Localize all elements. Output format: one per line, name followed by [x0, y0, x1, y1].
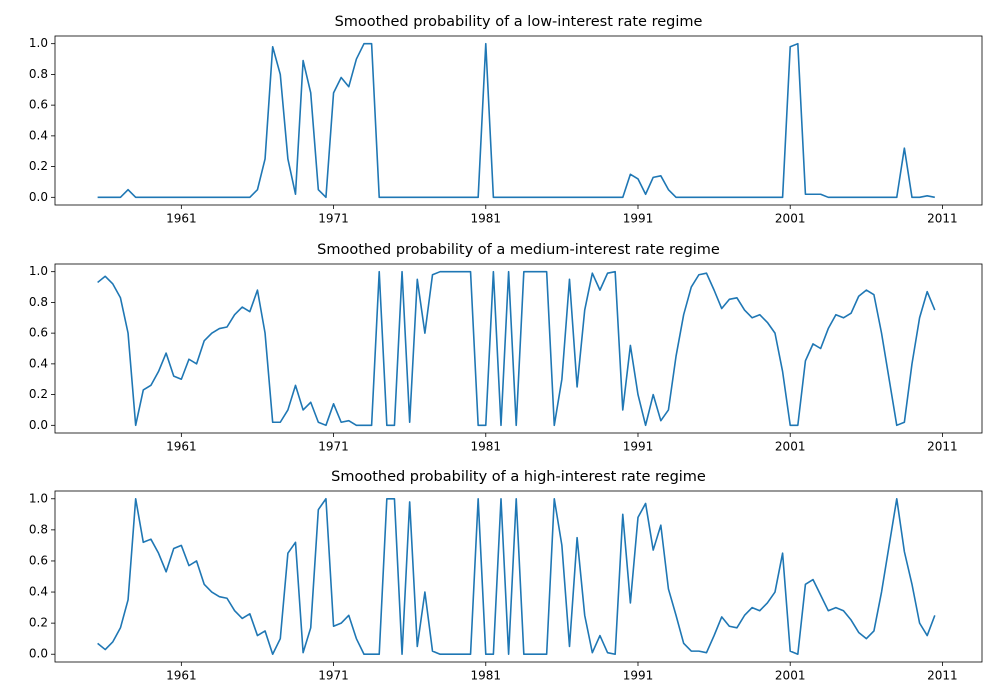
y-tick-label: 1.0 [29, 36, 48, 50]
x-tick-label: 1971 [318, 212, 349, 226]
y-tick-label: 0.0 [29, 190, 48, 204]
x-tick-label: 1971 [318, 440, 349, 454]
chart-title: Smoothed probability of a high-interest … [331, 469, 706, 485]
y-tick-label: 0.6 [29, 326, 48, 340]
data-line [97, 42, 935, 199]
y-tick-label: 0.8 [29, 295, 48, 309]
x-tick-label: 2011 [927, 212, 958, 226]
x-tick-label: 1971 [318, 669, 349, 683]
y-tick-label: 0.4 [29, 128, 48, 142]
axes-frame [54, 35, 983, 206]
data-line [97, 497, 936, 656]
y-tick-label: 0.8 [29, 67, 48, 81]
y-tick-label: 0.6 [29, 553, 48, 567]
x-tick-label: 2001 [775, 669, 806, 683]
y-tick-label: 0.0 [29, 647, 48, 661]
x-tick-label: 1991 [623, 669, 654, 683]
x-tick-label: 1991 [623, 212, 654, 226]
y-tick-label: 1.0 [29, 264, 48, 278]
x-tick-label: 1991 [623, 440, 654, 454]
y-tick-label: 0.8 [29, 522, 48, 536]
x-tick-label: 1981 [470, 212, 501, 226]
x-tick-label: 2011 [927, 440, 958, 454]
x-tick-label: 1961 [166, 212, 197, 226]
chart-title: Smoothed probability of a medium-interes… [317, 242, 720, 258]
x-tick-label: 2001 [775, 212, 806, 226]
chart-title: Smoothed probability of a low-interest r… [335, 14, 703, 30]
y-tick-label: 0.4 [29, 585, 48, 599]
y-tick-label: 0.0 [29, 418, 48, 432]
y-tick-label: 1.0 [29, 491, 48, 505]
x-tick-label: 1961 [166, 440, 197, 454]
y-tick-label: 0.2 [29, 616, 48, 630]
x-tick-label: 1981 [470, 669, 501, 683]
data-line [97, 270, 936, 427]
x-tick-label: 2001 [775, 440, 806, 454]
x-tick-label: 2011 [927, 669, 958, 683]
y-tick-label: 0.4 [29, 356, 48, 370]
axes-frame [54, 263, 983, 434]
axes-frame [54, 490, 983, 663]
x-tick-label: 1981 [470, 440, 501, 454]
y-tick-label: 0.2 [29, 159, 48, 173]
x-tick-label: 1961 [166, 669, 197, 683]
y-tick-label: 0.6 [29, 98, 48, 112]
y-tick-label: 0.2 [29, 387, 48, 401]
